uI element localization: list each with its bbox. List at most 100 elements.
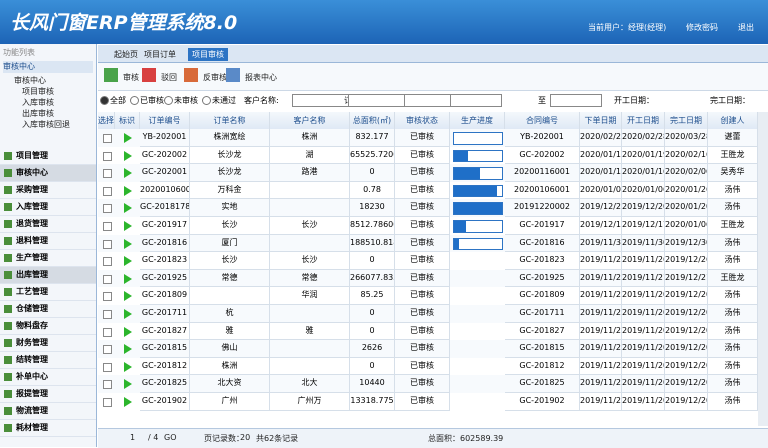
tab[interactable]: 项目订单 [144,50,176,59]
tab[interactable]: 项目审核 [188,48,228,61]
menu-item[interactable]: 生产管理 [0,250,96,267]
cell: GC-201823 [140,252,190,270]
tree-item[interactable]: 出库审核 [22,109,54,118]
cell: 广州万 [270,393,350,411]
row-checkbox[interactable] [103,134,112,143]
cell: 已审核 [395,322,450,341]
menu-item[interactable]: 报提管理 [0,386,96,403]
row [98,287,758,305]
cell: 已审核 [395,357,450,376]
cell: GC-201812 [140,357,190,376]
menu-item[interactable]: 物流管理 [0,403,96,420]
menu-icon [4,338,12,347]
logout[interactable]: 退出 [738,23,754,32]
menu-item[interactable]: 财务管理 [0,335,96,352]
row-checkbox[interactable] [103,222,112,231]
row-checkbox[interactable] [103,239,112,249]
tree-item[interactable]: 项目审核 [22,87,54,96]
toolbar-button[interactable]: 审核 [123,73,139,82]
status-flag [124,256,132,267]
menu-item[interactable]: 退货管理 [0,216,96,233]
radio-label[interactable]: 未审核 [174,96,198,105]
cell: 2020/01/06 [665,217,708,235]
cell: 2020/02/16 [665,146,708,165]
radio[interactable] [164,96,173,105]
cell: GC-201825 [140,375,190,393]
cell: 2020/01/20 [665,199,708,217]
radio-label[interactable]: 已审核 [140,96,164,105]
tree-item[interactable]: 入库审核 [22,98,54,107]
radio-label[interactable]: 未通过 [212,96,236,105]
change-password[interactable]: 修改密码 [686,23,718,32]
row-checkbox[interactable] [103,169,112,179]
radio-label[interactable]: 全部 [110,96,126,105]
menu-item[interactable]: 出库管理 [0,267,96,284]
radio[interactable] [202,96,211,105]
tree-item[interactable]: 入库审核回退 [22,120,70,129]
row-checkbox[interactable] [103,345,112,355]
menu-item[interactable]: 仓储管理 [0,301,96,318]
tab-bar [98,45,768,63]
row-checkbox[interactable] [103,274,112,284]
toolbar-button[interactable]: 报表中心 [245,73,277,82]
cell: 路港 [270,164,350,182]
cell: 华润 [270,287,350,305]
status-flag [124,221,132,231]
row-checkbox[interactable] [103,186,112,196]
row-checkbox[interactable] [103,327,112,337]
progress-bar [454,185,498,197]
cell: 王胜龙 [708,269,758,288]
filter-label: 至 [538,96,546,105]
menu-item[interactable]: 耗材管理 [0,420,96,437]
menu-item[interactable]: 项目管理 [0,148,96,165]
row-checkbox[interactable] [103,362,112,372]
progress-bar [454,168,481,179]
tree-item[interactable]: 审核中心 [14,76,46,85]
row-checkbox[interactable] [103,398,112,407]
cell: 2626 [350,340,395,358]
row-checkbox[interactable] [103,380,112,390]
row [98,252,758,270]
cell: 0 [350,305,395,323]
radio[interactable] [100,96,109,105]
cell: GC-201812 [505,357,580,376]
menu-label: 结转管理 [16,355,48,364]
cell: YB-202001 [140,129,190,147]
cell: 2019/12/26 [665,252,708,270]
row-checkbox[interactable] [103,257,112,267]
cell: 2020/03/28 [665,129,708,147]
progress-track [453,132,503,145]
menu-item[interactable]: 退料管理 [0,233,96,250]
menu-item[interactable]: 物料盘存 [0,318,96,335]
pager-go[interactable]: GO [164,433,177,442]
filter-input[interactable] [450,94,502,107]
menu-item[interactable]: 工艺管理 [0,284,96,301]
row-checkbox[interactable] [103,151,112,161]
menu-item[interactable]: 入库管理 [0,199,96,216]
row-checkbox[interactable] [103,292,112,302]
toolbar-button[interactable]: 驳回 [161,73,177,82]
cell: GC-201917 [140,217,190,235]
menu-item[interactable]: 结转管理 [0,352,96,369]
tab[interactable]: 起始页 [114,50,138,59]
menu-item[interactable]: 采购管理 [0,182,96,199]
menu-icon [4,202,12,211]
radio[interactable] [130,96,139,105]
row-checkbox[interactable] [103,204,112,214]
menu-item[interactable]: 补单中心 [0,369,96,386]
toolbar-button[interactable]: 反审核 [203,73,227,82]
cell: 2019/12/20 [665,357,708,376]
filter-input[interactable] [550,94,602,107]
menu-item[interactable]: 审核中心 [0,165,96,182]
row-checkbox[interactable] [103,310,112,319]
cell: 2020/01/06 [580,181,622,200]
pager-page[interactable]: 1 [130,433,136,442]
status-flag [124,326,132,337]
menu-label: 财务管理 [16,338,48,347]
row [98,340,758,358]
cell: 汤伟 [708,322,758,341]
cell: GC-201925 [140,269,190,288]
column-header: 订单编号 [140,112,190,130]
cell: 266077.835 [350,269,395,288]
